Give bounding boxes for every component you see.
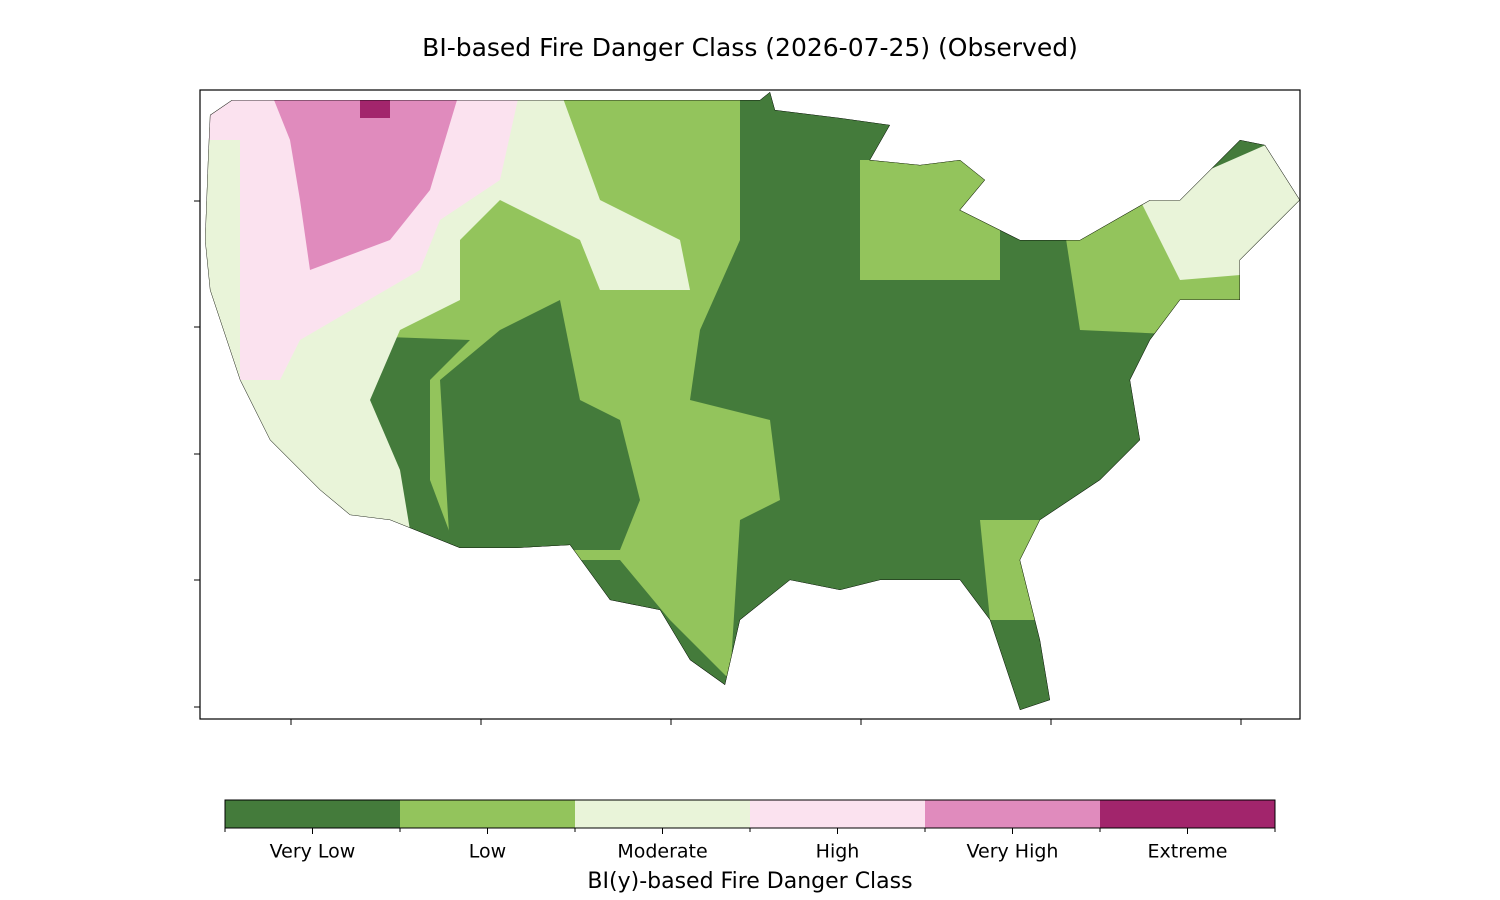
danger-region — [860, 160, 1000, 280]
danger-region — [360, 98, 390, 118]
danger-region — [440, 300, 640, 550]
colorbar-swatch — [1100, 800, 1275, 828]
map-frame — [199, 89, 1301, 720]
map-title: BI-based Fire Danger Class (2026-07-25) … — [422, 33, 1078, 62]
colorbar-label: BI(y)-based Fire Danger Class — [587, 869, 912, 894]
danger-region — [980, 520, 1040, 620]
colorbar-swatch — [225, 800, 400, 828]
colorbar-swatch — [575, 800, 750, 828]
colorbar-tick-label: Very High — [967, 841, 1059, 863]
colorbar-swatch — [925, 800, 1100, 828]
colorbar: Very Low Low Moderate High Very High Extreme — [224, 799, 1276, 863]
colorbar-tick-label: High — [816, 841, 860, 863]
danger-region — [270, 92, 460, 270]
colorbar-swatch — [400, 800, 575, 828]
colorbar-tick-label: Moderate — [617, 841, 707, 863]
colorbar-tick-label: Extreme — [1148, 841, 1228, 863]
colorbar-tick-label: Low — [469, 841, 506, 863]
colorbar-frame — [224, 799, 1276, 829]
colorbar-tick-label: Very Low — [270, 841, 356, 863]
danger-region — [205, 140, 240, 480]
danger-regions — [205, 92, 1300, 710]
colorbar-swatch — [750, 800, 925, 828]
frame-ticks — [194, 200, 1242, 725]
